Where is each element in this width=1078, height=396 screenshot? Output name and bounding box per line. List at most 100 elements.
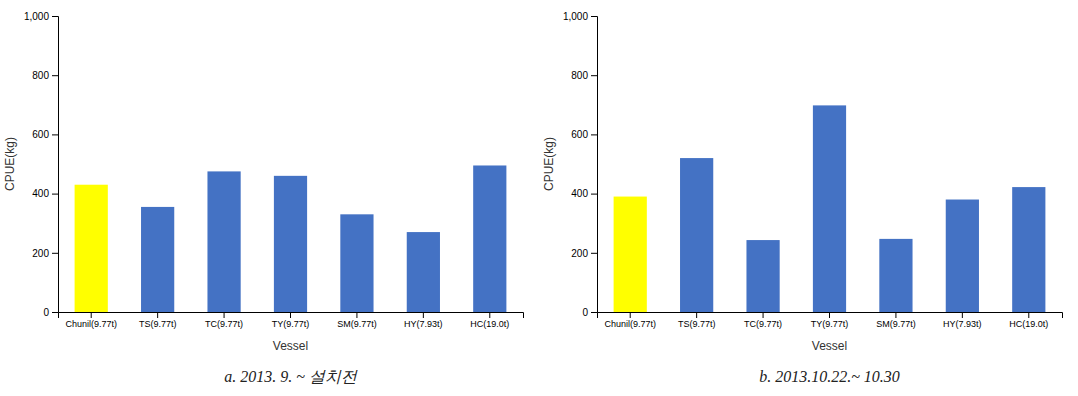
tick: 200: [32, 248, 58, 259]
tick-mark: [224, 312, 225, 318]
tick-mark: [591, 194, 597, 195]
tick-mark: [591, 16, 597, 17]
tick-mark: [591, 253, 597, 254]
tick: 1,000: [24, 11, 58, 22]
tick: HC(19.0t): [1009, 312, 1048, 329]
tick: 0: [582, 307, 597, 318]
tick: TC(9.77t): [744, 312, 782, 329]
tick-label: TS(9.77t): [139, 319, 177, 329]
axis-line: [591, 17, 598, 313]
tick-label: 600: [32, 129, 49, 140]
tick: HY(7.93t): [943, 312, 982, 329]
tick-mark: [290, 312, 291, 318]
tick-label: HY(7.93t): [943, 319, 982, 329]
tick-label: 0: [43, 307, 49, 318]
tick: 200: [571, 248, 597, 259]
tick-mark: [591, 75, 597, 76]
tick-mark: [91, 312, 92, 318]
tick: SM(9.77t): [337, 312, 377, 329]
tick-mark: [696, 312, 697, 318]
tick-mark: [1028, 312, 1029, 318]
tick-mark: [423, 312, 424, 318]
bar: [680, 158, 713, 312]
bar: [207, 171, 240, 312]
tick-mark: [52, 134, 58, 135]
bar: [141, 207, 174, 312]
tick-mark: [829, 312, 830, 318]
bar: [274, 176, 307, 312]
tick: Chunil(9.77t): [604, 312, 656, 329]
tick-label: 1,000: [563, 11, 588, 22]
bar: [340, 214, 373, 312]
tick-label: 1,000: [24, 11, 49, 22]
panel: 0 200 400 600 800 1,000 Chunil(9.77t) TS(9.77t)…: [542, 11, 1063, 385]
tick-label: 400: [32, 188, 49, 199]
title: b. 2013.10.22.~ 10.30: [759, 368, 900, 385]
tick-label: 400: [571, 188, 588, 199]
tick: TY(9.77t): [272, 312, 310, 329]
tick-mark: [895, 312, 896, 318]
tick-label: TY(9.77t): [272, 319, 310, 329]
axis-line: [59, 313, 524, 319]
bar: [879, 239, 912, 312]
tick: 400: [571, 188, 597, 199]
bar: [746, 240, 779, 312]
tick-mark: [52, 194, 58, 195]
tick-label: HC(19.0t): [470, 319, 509, 329]
tick-label: HY(7.93t): [404, 319, 443, 329]
tick-mark: [763, 312, 764, 318]
bar: [473, 165, 506, 312]
tick: TS(9.77t): [678, 312, 716, 329]
tick-label: 800: [571, 70, 588, 81]
tick-mark: [52, 312, 58, 313]
tick: Chunil(9.77t): [65, 312, 117, 329]
tick: HC(19.0t): [470, 312, 509, 329]
bar: [946, 200, 979, 312]
tick-label: TC(9.77t): [744, 319, 782, 329]
bar: [813, 105, 846, 312]
tick: 600: [32, 129, 58, 140]
tick: TY(9.77t): [811, 312, 849, 329]
bar: [75, 185, 108, 312]
tick-label: TS(9.77t): [678, 319, 716, 329]
tick-label: TC(9.77t): [205, 319, 243, 329]
y-axis-title: CPUE(kg): [542, 137, 556, 191]
tick-mark: [591, 134, 597, 135]
tick-label: TY(9.77t): [811, 319, 849, 329]
tick: 600: [571, 129, 597, 140]
tick: TC(9.77t): [205, 312, 243, 329]
tick-label: Chunil(9.77t): [604, 319, 656, 329]
x-axis-title: Vessel: [812, 339, 847, 353]
tick-label: 200: [571, 248, 588, 259]
bars: [75, 165, 507, 312]
title: a. 2013. 9. ~ 설치전: [224, 368, 358, 385]
tick-label: 200: [32, 248, 49, 259]
tick: 0: [43, 307, 58, 318]
tick: HY(7.93t): [404, 312, 443, 329]
tick: 800: [571, 70, 597, 81]
tick: 400: [32, 188, 58, 199]
tick-label: 800: [32, 70, 49, 81]
tick-label: 0: [582, 307, 588, 318]
x-axis-title: Vessel: [273, 339, 308, 353]
bar: [407, 232, 440, 312]
bar: [1012, 187, 1045, 312]
tick-mark: [52, 75, 58, 76]
bars: [614, 105, 1046, 312]
panel: 0 200 400 600 800 1,000 Chunil(9.77t) TS(9.77t)…: [3, 11, 524, 385]
tick: TS(9.77t): [139, 312, 177, 329]
tick-mark: [157, 312, 158, 318]
axis-line: [598, 313, 1063, 319]
x-axis: Chunil(9.77t) TS(9.77t) TC(9.77t) TY(9.77t)…: [598, 312, 1063, 329]
figure: 0 200 400 600 800 1,000 Chunil(9.77t) TS(9.77t)…: [0, 0, 1078, 396]
tick-mark: [52, 253, 58, 254]
y-axis: 0 200 400 600 800 1,000: [24, 11, 59, 318]
tick-mark: [591, 312, 597, 313]
x-axis: Chunil(9.77t) TS(9.77t) TC(9.77t) TY(9.77t)…: [59, 312, 524, 329]
tick: 800: [32, 70, 58, 81]
tick-mark: [356, 312, 357, 318]
tick-label: SM(9.77t): [337, 319, 377, 329]
tick-label: 600: [571, 129, 588, 140]
tick: SM(9.77t): [876, 312, 916, 329]
tick-label: SM(9.77t): [876, 319, 916, 329]
